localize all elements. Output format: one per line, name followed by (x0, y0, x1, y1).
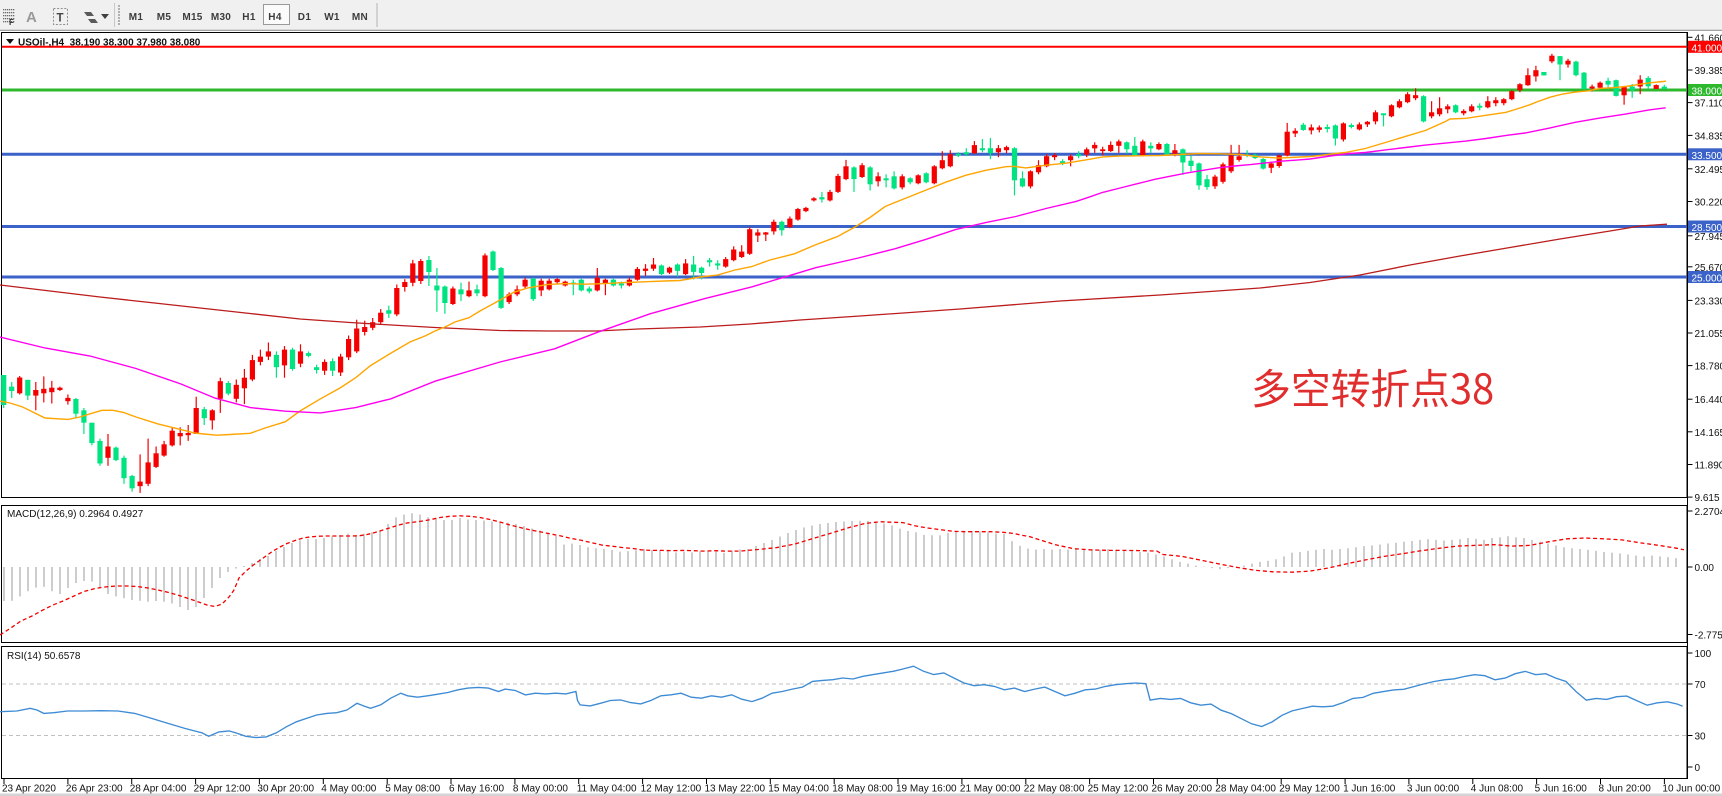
svg-text:8 May 00:00: 8 May 00:00 (513, 784, 568, 795)
svg-text:26 Apr 23:00: 26 Apr 23:00 (66, 784, 123, 795)
svg-text:W1: W1 (324, 12, 340, 23)
svg-text:13 May 22:00: 13 May 22:00 (705, 784, 766, 795)
svg-text:6 May 16:00: 6 May 16:00 (449, 784, 504, 795)
svg-text:23.330: 23.330 (1695, 296, 1722, 307)
svg-text:25 May 12:00: 25 May 12:00 (1088, 784, 1149, 795)
svg-text:USOil-,H4 38.190 38.300 37.98: USOil-,H4 38.190 38.300 37.980 38.080 (18, 38, 201, 49)
svg-text:0: 0 (1695, 763, 1701, 774)
svg-text:29 May 12:00: 29 May 12:00 (1279, 784, 1340, 795)
svg-text:14.165: 14.165 (1695, 428, 1722, 439)
svg-text:15 May 04:00: 15 May 04:00 (768, 784, 829, 795)
svg-text:21 May 00:00: 21 May 00:00 (960, 784, 1021, 795)
svg-text:37.110: 37.110 (1695, 99, 1722, 110)
svg-text:22 May 08:00: 22 May 08:00 (1024, 784, 1085, 795)
svg-text:18.780: 18.780 (1695, 362, 1722, 373)
svg-text:28 Apr 04:00: 28 Apr 04:00 (130, 784, 187, 795)
svg-text:100: 100 (1695, 649, 1712, 660)
svg-text:33.500: 33.500 (1692, 151, 1722, 162)
svg-text:23 Apr 2020: 23 Apr 2020 (2, 784, 56, 795)
svg-text:38.000: 38.000 (1692, 87, 1722, 98)
svg-text:D1: D1 (298, 12, 312, 23)
svg-text:41.000: 41.000 (1692, 43, 1722, 54)
svg-text:5 May 08:00: 5 May 08:00 (385, 784, 440, 795)
svg-text:H1: H1 (242, 12, 256, 23)
svg-text:T: T (57, 13, 64, 25)
svg-text:28 May 04:00: 28 May 04:00 (1215, 784, 1276, 795)
svg-text:39.385: 39.385 (1695, 66, 1722, 77)
svg-text:4 Jun 08:00: 4 Jun 08:00 (1471, 784, 1524, 795)
svg-text:25.000: 25.000 (1692, 274, 1722, 285)
svg-text:5 Jun 16:00: 5 Jun 16:00 (1535, 784, 1588, 795)
svg-text:0.00: 0.00 (1695, 563, 1715, 574)
svg-text:H4: H4 (268, 12, 282, 23)
svg-text:19 May 16:00: 19 May 16:00 (896, 784, 957, 795)
svg-text:70: 70 (1695, 680, 1707, 691)
svg-text:32.495: 32.495 (1695, 165, 1722, 176)
svg-text:3 Jun 00:00: 3 Jun 00:00 (1407, 784, 1460, 795)
svg-text:M5: M5 (157, 12, 172, 23)
svg-text:18 May 08:00: 18 May 08:00 (832, 784, 893, 795)
svg-text:M15: M15 (182, 12, 202, 23)
svg-text:30: 30 (1695, 732, 1707, 743)
svg-text:-2.7759: -2.7759 (1695, 631, 1722, 642)
svg-text:A: A (26, 9, 37, 26)
svg-text:28.500: 28.500 (1692, 223, 1722, 234)
svg-text:RSI(14) 50.6578: RSI(14) 50.6578 (7, 651, 81, 662)
svg-text:41.660: 41.660 (1695, 33, 1722, 44)
svg-text:30.220: 30.220 (1695, 198, 1722, 209)
svg-text:9.615: 9.615 (1695, 493, 1720, 504)
svg-text:8 Jun 20:00: 8 Jun 20:00 (1599, 784, 1652, 795)
svg-text:11 May 04:00: 11 May 04:00 (577, 784, 637, 795)
svg-text:16.440: 16.440 (1695, 395, 1722, 406)
svg-text:21.055: 21.055 (1695, 329, 1722, 340)
svg-text:MN: MN (352, 12, 368, 23)
svg-text:12 May 12:00: 12 May 12:00 (641, 784, 702, 795)
svg-text:M1: M1 (129, 12, 144, 23)
svg-text:MACD(12,26,9) 0.2964 0.4927: MACD(12,26,9) 0.2964 0.4927 (7, 509, 144, 520)
svg-text:1 Jun 16:00: 1 Jun 16:00 (1343, 784, 1396, 795)
svg-text:4 May 00:00: 4 May 00:00 (321, 784, 376, 795)
svg-text:29 Apr 12:00: 29 Apr 12:00 (194, 784, 251, 795)
svg-text:27.945: 27.945 (1695, 232, 1722, 243)
svg-text:11.890: 11.890 (1695, 461, 1722, 472)
svg-text:25.670: 25.670 (1695, 263, 1722, 274)
svg-text:F: F (9, 18, 14, 27)
svg-text:10 Jun 00:00: 10 Jun 00:00 (1662, 784, 1720, 795)
svg-text:2.2704: 2.2704 (1695, 507, 1722, 518)
svg-text:30 Apr 20:00: 30 Apr 20:00 (257, 784, 314, 795)
svg-text:34.835: 34.835 (1695, 131, 1722, 142)
svg-text:M30: M30 (211, 12, 231, 23)
svg-text:26 May 20:00: 26 May 20:00 (1152, 784, 1213, 795)
